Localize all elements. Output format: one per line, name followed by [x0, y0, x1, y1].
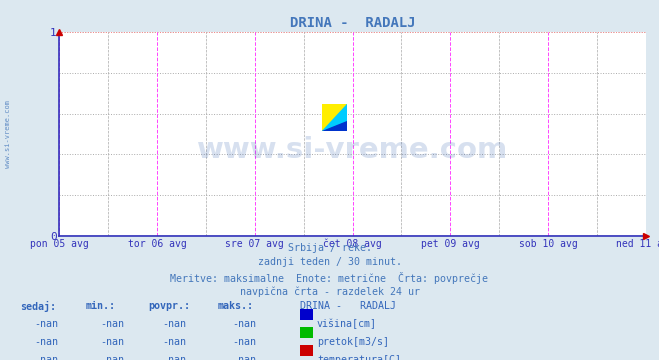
Text: temperatura[C]: temperatura[C] — [317, 355, 401, 360]
Text: navpična črta - razdelek 24 ur: navpična črta - razdelek 24 ur — [239, 286, 420, 297]
Text: -nan: -nan — [100, 337, 124, 347]
Text: zadnji teden / 30 minut.: zadnji teden / 30 minut. — [258, 257, 401, 267]
Text: -nan: -nan — [232, 319, 256, 329]
Polygon shape — [322, 104, 347, 131]
Text: višina[cm]: višina[cm] — [317, 319, 377, 329]
Text: -nan: -nan — [163, 319, 186, 329]
Text: -nan: -nan — [163, 337, 186, 347]
Text: -nan: -nan — [232, 337, 256, 347]
Text: pretok[m3/s]: pretok[m3/s] — [317, 337, 389, 347]
Text: -nan: -nan — [34, 355, 58, 360]
Text: sedaj:: sedaj: — [20, 301, 56, 312]
Text: -nan: -nan — [34, 319, 58, 329]
Text: DRINA -   RADALJ: DRINA - RADALJ — [300, 301, 396, 311]
Polygon shape — [322, 104, 347, 131]
Text: Meritve: maksimalne  Enote: metrične  Črta: povprečje: Meritve: maksimalne Enote: metrične Črta… — [171, 272, 488, 284]
Text: maks.:: maks.: — [217, 301, 254, 311]
Polygon shape — [322, 121, 347, 131]
Text: -nan: -nan — [232, 355, 256, 360]
Text: www.si-vreme.com: www.si-vreme.com — [5, 100, 11, 168]
Text: -nan: -nan — [163, 355, 186, 360]
Title: DRINA -  RADALJ: DRINA - RADALJ — [290, 16, 415, 30]
Text: min.:: min.: — [86, 301, 116, 311]
Text: -nan: -nan — [100, 355, 124, 360]
Text: www.si-vreme.com: www.si-vreme.com — [197, 136, 508, 165]
Text: -nan: -nan — [100, 319, 124, 329]
Text: -nan: -nan — [34, 337, 58, 347]
Text: Srbija / reke.: Srbija / reke. — [287, 243, 372, 253]
Text: povpr.:: povpr.: — [148, 301, 190, 311]
